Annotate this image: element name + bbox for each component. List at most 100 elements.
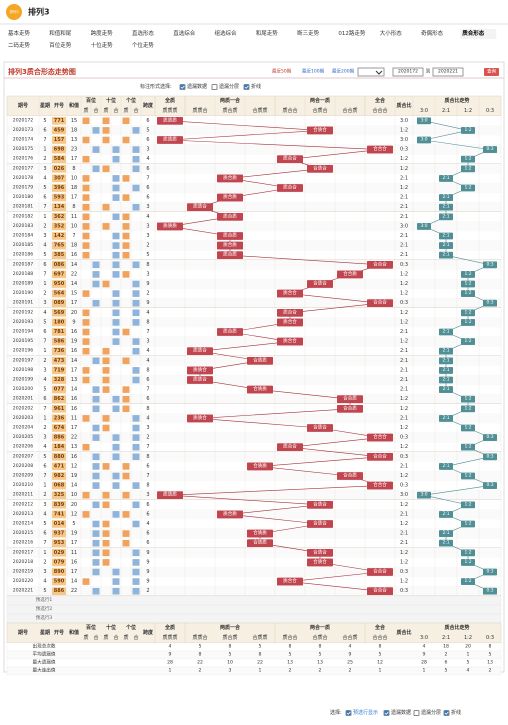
nav-link[interactable]: 个位走势 [132, 41, 155, 49]
sum: 14 [71, 262, 77, 268]
number-cell [52, 174, 66, 183]
date-from-input[interactable] [392, 67, 424, 77]
issue: 2020176 [13, 156, 34, 162]
digit-marker [132, 347, 140, 355]
digit-marker [132, 299, 140, 307]
digit-marker [82, 309, 90, 317]
nav-link[interactable]: 直选形态 [132, 29, 155, 37]
trend-label: 1:2 [464, 425, 471, 431]
digit-marker [102, 357, 110, 365]
stats-value: 8 [319, 644, 322, 650]
footer-option[interactable]: 遗漏数据 [391, 709, 411, 716]
stats-value: 8 [199, 652, 202, 658]
trend-label: 2:1 [442, 175, 449, 181]
search-label[interactable]: 查询 [487, 68, 496, 75]
number-cell [52, 241, 66, 250]
nav-link[interactable]: 基本走势 [8, 29, 31, 37]
search-button[interactable] [484, 68, 499, 76]
period-option[interactable]: 最近100期 [302, 68, 325, 75]
pattern-label: 合质合 [313, 164, 327, 171]
footer-checkbox[interactable] [443, 710, 450, 716]
pattern-tag [367, 481, 393, 490]
digit-marker [132, 338, 140, 345]
digit-marker [102, 559, 110, 566]
option-label[interactable]: 遗漏分层 [219, 83, 239, 90]
digit-marker [82, 251, 90, 259]
nav-link[interactable]: 二码走势 [8, 41, 31, 49]
span: 8 [146, 319, 149, 325]
nav-link[interactable]: 大小形态 [380, 29, 403, 37]
footer-option[interactable]: 遗漏分层 [421, 709, 441, 716]
digit-marker [102, 165, 110, 173]
table-row [7, 269, 501, 280]
digit-marker [82, 242, 90, 249]
number-cell [52, 577, 66, 586]
nav-link[interactable]: 百位走势 [49, 41, 72, 49]
nav-link[interactable]: 断三走势 [297, 29, 320, 37]
digit-marker [102, 386, 110, 393]
sub-header: 2:1 [442, 108, 450, 114]
digit-marker [102, 367, 110, 374]
table-row [7, 192, 501, 203]
footer-checkbox[interactable] [345, 710, 352, 716]
sub-header: 3:0 [420, 635, 428, 641]
digit-marker [82, 136, 90, 144]
span: 4 [146, 358, 149, 364]
digit-marker [92, 405, 100, 413]
trend-label: 1:2 [464, 309, 471, 315]
period-select[interactable] [357, 67, 385, 77]
column-header: 期号 [17, 629, 28, 636]
nav-link[interactable]: 和尾走势 [256, 29, 279, 37]
footer-option[interactable]: 折线 [451, 709, 461, 716]
trend-label: 1:2 [464, 165, 471, 171]
footer-checkbox[interactable] [413, 710, 420, 716]
trend-tag [461, 290, 475, 297]
nav-link[interactable]: 奇偶形态 [421, 29, 444, 37]
sum: 18 [71, 243, 77, 249]
weekday: 4 [43, 511, 46, 517]
stats-value: 5 [379, 652, 382, 658]
issue: 2020189 [13, 281, 34, 287]
column-header: 个位 [125, 624, 136, 631]
ratio: 1:2 [400, 444, 408, 450]
digit-marker [122, 357, 130, 365]
nav-link[interactable]: 直选综合 [173, 29, 196, 37]
digit-marker [112, 453, 120, 461]
stats-value: 5 [199, 644, 202, 650]
sum: 17 [71, 156, 77, 162]
ratio: 2:1 [400, 540, 408, 546]
nav-link[interactable]: 012路走势 [338, 29, 365, 37]
pattern-tag [217, 510, 243, 519]
stats-value: 5 [319, 652, 322, 658]
option-checkbox[interactable] [243, 84, 250, 90]
number-cell [52, 510, 66, 519]
trend-tag [439, 530, 453, 537]
nav-link[interactable]: 跨度走势 [91, 29, 114, 37]
digit-marker [102, 520, 110, 528]
nav-link[interactable]: 质合形态 [462, 29, 485, 37]
option-checkbox[interactable] [211, 84, 218, 90]
date-to-input[interactable] [432, 67, 464, 77]
draw-number: 890 [54, 569, 65, 575]
nav-link[interactable]: 十位走势 [91, 41, 114, 49]
footer-checkbox[interactable] [383, 710, 390, 716]
digit-marker [112, 405, 120, 413]
digit-marker [102, 424, 110, 432]
period-option[interactable]: 最近200期 [332, 68, 355, 75]
sum: 19 [71, 531, 77, 537]
trend-label: 1:2 [464, 559, 471, 565]
number-cell [52, 558, 66, 567]
digit-marker [92, 482, 100, 489]
option-checkbox[interactable] [179, 84, 186, 90]
nav-link[interactable]: 组选综合 [215, 29, 238, 37]
option-label[interactable]: 遗漏数据 [187, 83, 207, 90]
pattern-label: 合质合 [313, 520, 327, 527]
nav-link[interactable]: 和值和尾 [49, 29, 72, 37]
sum: 17 [71, 195, 77, 201]
number-cell [52, 261, 66, 269]
footer-option[interactable]: 预选行显示 [353, 709, 378, 716]
stats-value: 4 [423, 644, 426, 650]
period-option[interactable]: 最近50期 [272, 68, 292, 75]
trend-tag [439, 511, 453, 518]
option-label[interactable]: 折线 [251, 83, 261, 90]
